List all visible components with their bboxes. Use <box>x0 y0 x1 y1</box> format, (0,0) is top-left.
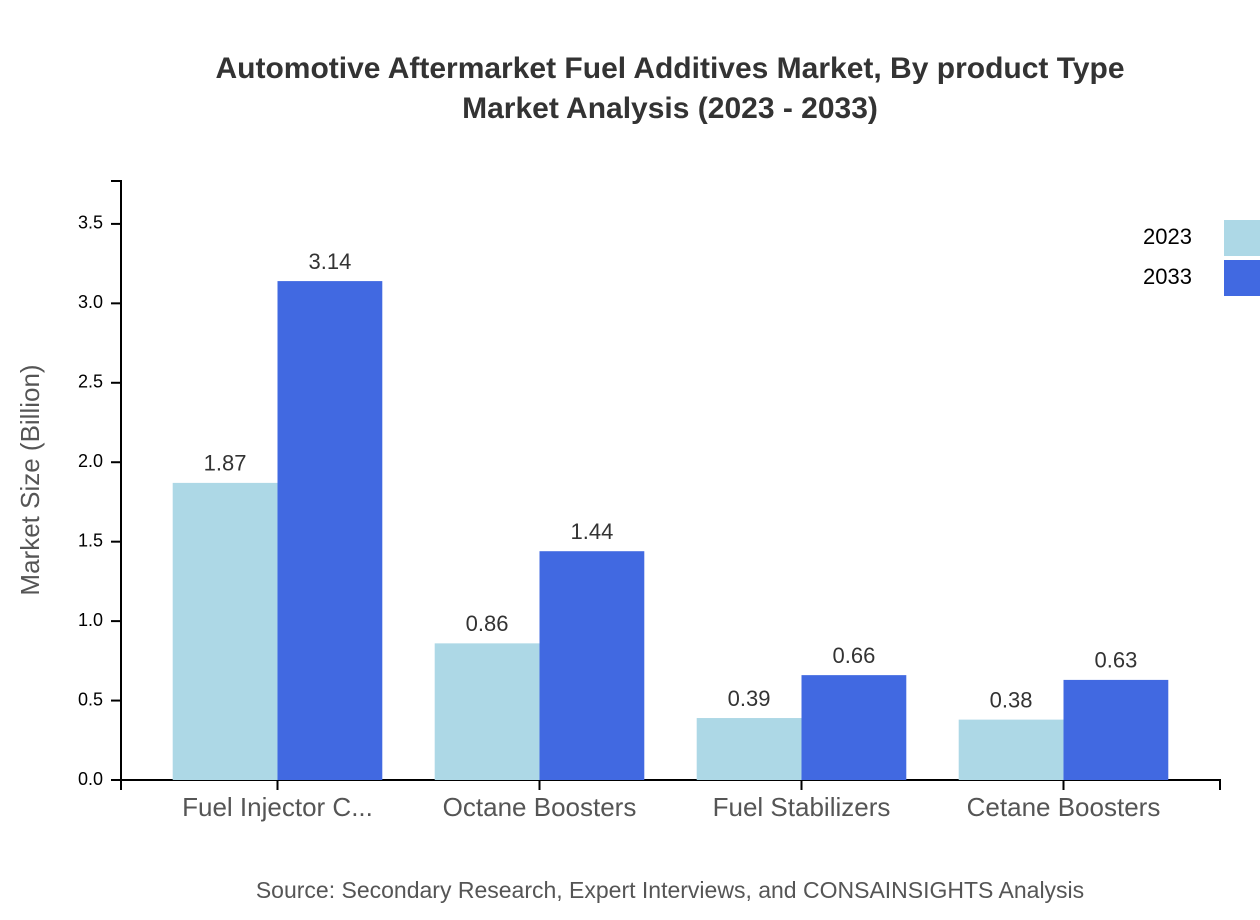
value-label: 0.66 <box>832 643 875 668</box>
chart-title: Market Analysis (2023 - 2033) <box>462 92 878 125</box>
bar <box>434 643 540 780</box>
bar <box>958 719 1064 780</box>
y-tick-label: 1.5 <box>78 530 103 550</box>
value-label: 0.39 <box>728 686 771 711</box>
y-tick-label: 2.0 <box>78 451 103 471</box>
value-label: 0.38 <box>990 687 1033 712</box>
x-tick-label: Fuel Stabilizers <box>713 792 891 822</box>
legend-swatch <box>1224 220 1260 256</box>
legend-label: 2033 <box>1143 264 1192 289</box>
x-tick-label: Octane Boosters <box>443 792 637 822</box>
value-label: 0.86 <box>466 611 509 636</box>
legend-label: 2023 <box>1143 224 1192 249</box>
y-tick-label: 3.5 <box>78 213 103 233</box>
bar <box>1063 679 1169 780</box>
x-tick-label: Cetane Boosters <box>967 792 1161 822</box>
y-tick-label: 3.0 <box>78 292 103 312</box>
value-label: 1.87 <box>204 451 247 476</box>
value-label: 1.44 <box>570 519 613 544</box>
y-tick-label: 1.0 <box>78 610 103 630</box>
legend-swatch <box>1224 260 1260 296</box>
bar <box>172 482 278 780</box>
y-tick-label: 0.0 <box>78 769 103 789</box>
value-label: 0.63 <box>1094 648 1137 673</box>
value-label: 3.14 <box>308 249 351 274</box>
y-tick-label: 2.5 <box>78 372 103 392</box>
y-axis-label: Market Size (Billion) <box>15 364 45 595</box>
bar <box>277 281 383 780</box>
source-note: Source: Secondary Research, Expert Inter… <box>256 877 1084 903</box>
y-tick-label: 0.5 <box>78 689 103 709</box>
chart-title: Automotive Aftermarket Fuel Additives Ma… <box>215 52 1124 85</box>
x-tick-label: Fuel Injector C... <box>182 792 373 822</box>
bar <box>696 718 802 780</box>
bar <box>539 551 645 780</box>
bar <box>801 675 907 780</box>
